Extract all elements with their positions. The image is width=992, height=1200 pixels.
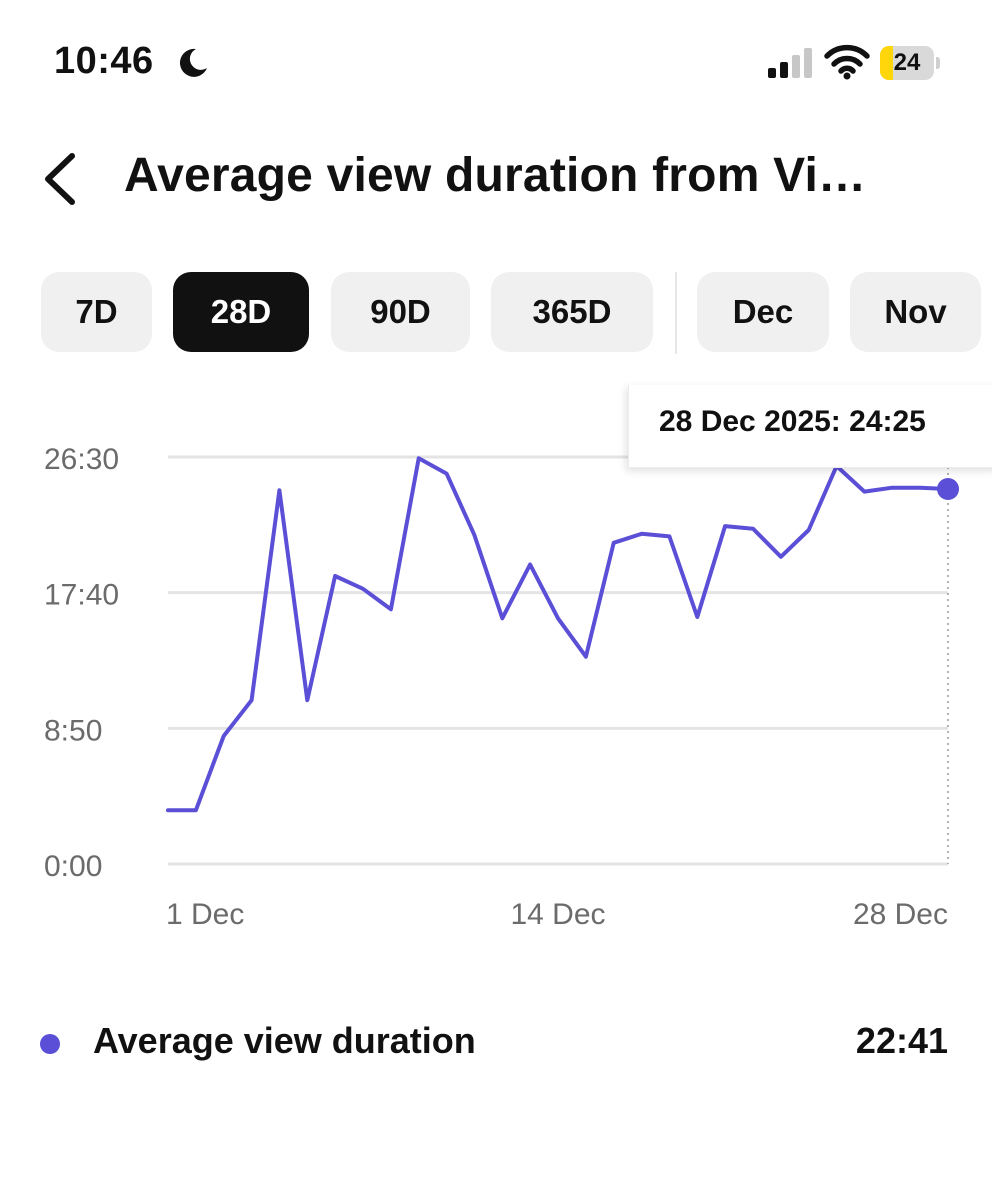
back-button[interactable] xyxy=(30,142,90,212)
y-tick-label: 26:30 xyxy=(44,443,119,476)
y-tick-label: 0:00 xyxy=(44,850,102,883)
battery-body xyxy=(880,46,934,80)
signal-icon xyxy=(768,48,812,78)
status-bar: 10:46 24 xyxy=(0,0,992,120)
series-line-average-view-duration xyxy=(166,456,950,813)
range-tabs: 7D 28D 90D 365D Dec Nov xyxy=(0,272,992,354)
legend-row: Average view duration 22:41 xyxy=(0,1010,992,1074)
battery-icon: 24 xyxy=(880,46,940,80)
battery-level: 24 xyxy=(893,49,921,76)
tab-divider xyxy=(675,272,677,354)
wifi-icon xyxy=(824,44,870,80)
highlighted-point xyxy=(937,477,959,500)
legend-label: Average view duration xyxy=(93,1020,476,1061)
y-tick-label: 8:50 xyxy=(44,714,102,747)
tab-dec[interactable]: Dec xyxy=(697,272,829,352)
header: Average view duration from Vi… xyxy=(0,130,992,230)
status-time: 10:46 xyxy=(54,40,154,82)
moon-icon xyxy=(179,48,207,77)
battery-fill xyxy=(880,46,893,80)
page-title: Average view duration from Vi… xyxy=(124,149,867,202)
x-tick-label: 14 Dec xyxy=(510,898,605,931)
tab-nov[interactable]: Nov xyxy=(850,272,981,352)
chart-tooltip: 28 Dec 2025: 24:25 xyxy=(628,385,992,468)
x-tick-label: 1 Dec xyxy=(166,898,244,931)
legend-value: 22:41 xyxy=(855,1020,948,1061)
x-tick-label: 28 Dec xyxy=(853,898,948,931)
battery-cap xyxy=(936,57,940,69)
tab-365d[interactable]: 365D xyxy=(491,272,653,352)
y-tick-label: 17:40 xyxy=(44,579,119,612)
tab-7d[interactable]: 7D xyxy=(41,272,152,352)
chevron-left-icon xyxy=(45,153,75,205)
legend-dot xyxy=(40,1034,60,1054)
tab-28d[interactable]: 28D xyxy=(173,272,309,352)
tab-90d[interactable]: 90D xyxy=(331,272,470,352)
tooltip-text: 28 Dec 2025: 24:25 xyxy=(659,405,926,438)
